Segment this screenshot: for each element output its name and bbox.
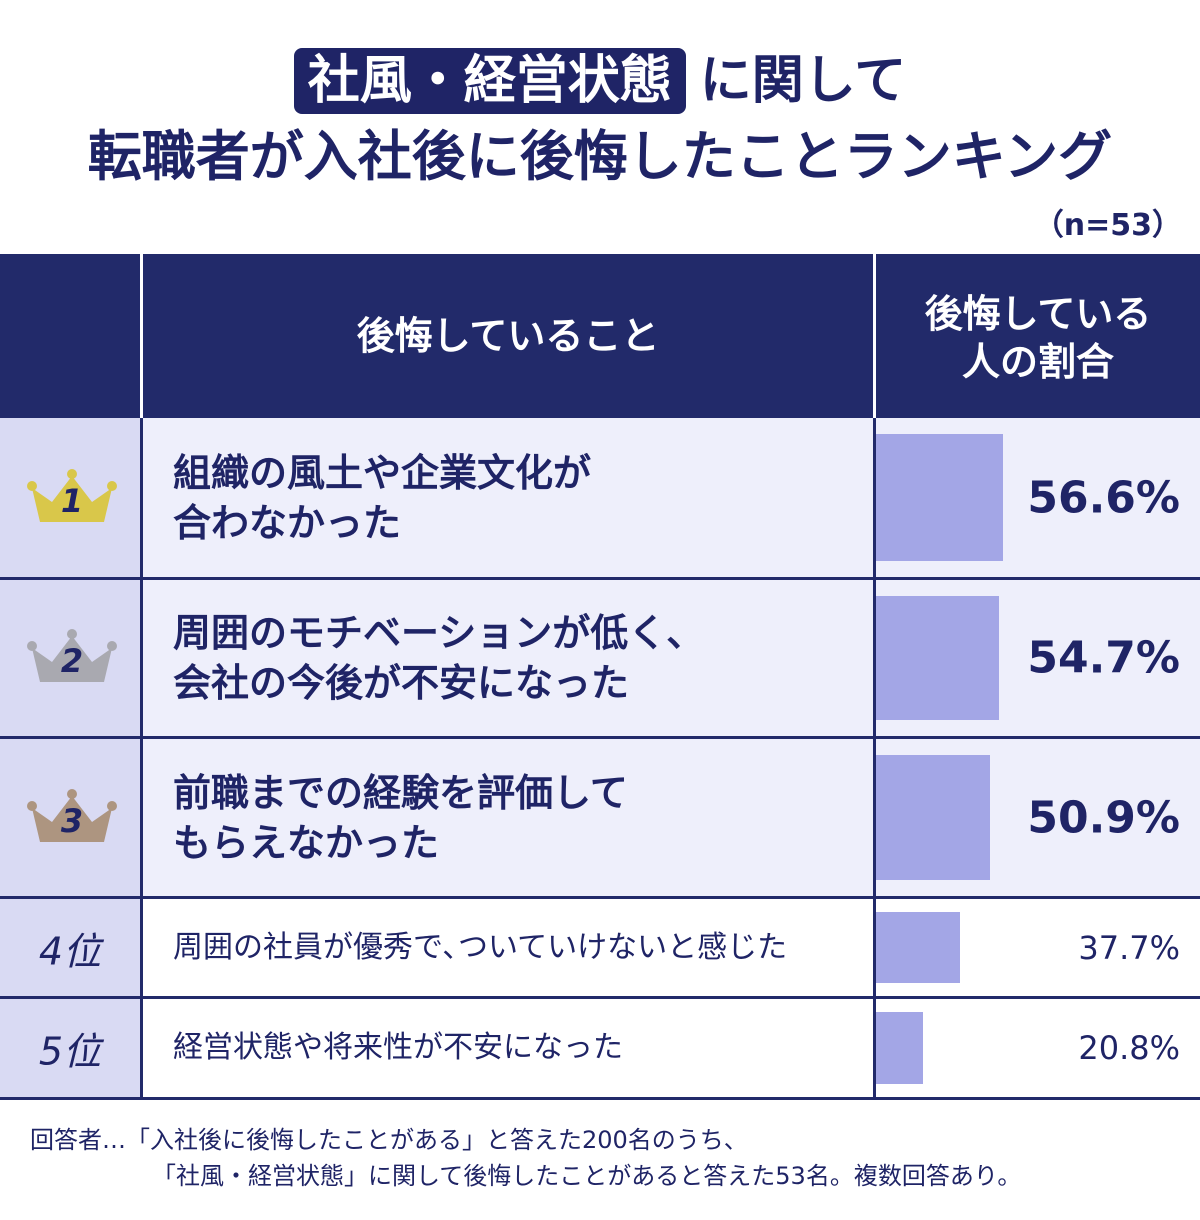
header-divider xyxy=(873,254,876,418)
item-text: 周囲のモチベーションが低く、 会社の今後が不安になった xyxy=(173,608,863,708)
table-row: 5位 経営状態や将来性が不安になった 20.8% xyxy=(0,999,1200,1097)
value-label: 37.7% xyxy=(1078,928,1180,967)
column-divider xyxy=(140,999,143,1097)
column-divider xyxy=(873,999,876,1097)
table-row: 2 周囲のモチベーションが低く、 会社の今後が不安になった 54.7% xyxy=(0,580,1200,736)
value-label: 56.6% xyxy=(1027,472,1180,523)
item-text: 組織の風土や企業文化が 合わなかった xyxy=(173,448,863,548)
value-cell: 54.7% xyxy=(876,580,1200,736)
sample-size: （n=53） xyxy=(1033,208,1182,243)
rank-number: 1 xyxy=(60,481,84,520)
header-rate-line2: 人の割合 xyxy=(961,340,1114,384)
row-divider xyxy=(0,577,1200,580)
item-text-line1: 周囲のモチベーションが低く、 xyxy=(173,611,705,655)
title-line2: 転職者が入社後に後悔したことランキング xyxy=(87,125,1113,188)
row-divider xyxy=(0,736,1200,739)
item-cell: 組織の風土や企業文化が 合わなかった xyxy=(143,418,873,577)
column-divider xyxy=(873,418,876,577)
column-divider xyxy=(140,739,143,896)
rank-cell: 5位 xyxy=(0,999,140,1097)
rank-label: 4位 xyxy=(38,929,102,973)
crown-gold-icon: 1 xyxy=(26,466,118,530)
rank-number: 3 xyxy=(60,801,84,840)
column-divider xyxy=(140,418,143,577)
bar-rank-3 xyxy=(876,755,990,880)
bar-rank-2 xyxy=(876,596,999,720)
title-line1-rest: に関して xyxy=(699,51,907,111)
rank-number: 2 xyxy=(60,642,84,680)
item-cell: 経営状態や将来性が不安になった xyxy=(143,999,873,1097)
bar-rank-5 xyxy=(876,1012,923,1084)
column-divider xyxy=(873,580,876,736)
table-bottom-border xyxy=(0,1097,1200,1100)
rank-cell: 1 xyxy=(0,418,140,577)
bar-rank-1 xyxy=(876,434,1003,561)
table-row: 3 前職までの経験を評価して もらえなかった 50.9% xyxy=(0,739,1200,896)
item-cell: 周囲の社員が優秀で､ついていけないと感じた xyxy=(143,899,873,996)
rank-cell: 3 xyxy=(0,739,140,896)
rank-cell: 2 xyxy=(0,580,140,736)
table-row: 1 組織の風土や企業文化が 合わなかった 56.6% xyxy=(0,418,1200,577)
item-cell: 前職までの経験を評価して もらえなかった xyxy=(143,739,873,896)
value-cell: 56.6% xyxy=(876,418,1200,577)
column-divider xyxy=(873,899,876,996)
header-divider xyxy=(140,254,143,418)
crown-silver-icon: 2 xyxy=(26,626,118,690)
row-divider xyxy=(0,996,1200,999)
ranking-table: 後悔していること 後悔している 人の割合 1 組織の風土や企業文化が 合わなかっ… xyxy=(0,254,1200,1100)
header-rate: 後悔している 人の割合 xyxy=(876,290,1200,386)
crown-bronze-icon: 3 xyxy=(26,786,118,850)
footnote-line2: 「社風・経営状態」に関して後悔したことがあると答えた53名。複数回答あり。 xyxy=(152,1162,1022,1190)
item-text-line2: 合わなかった xyxy=(173,500,402,545)
row-divider xyxy=(0,896,1200,899)
item-text-line2: もらえなかった xyxy=(173,820,440,865)
title-line1: 社風・経営状態 に関して xyxy=(0,44,1200,118)
item-text: 経営状態や将来性が不安になった xyxy=(173,1030,623,1065)
item-text-line2: 会社の今後が不安になった xyxy=(173,661,630,705)
value-label: 50.9% xyxy=(1027,792,1180,843)
column-divider xyxy=(140,580,143,736)
item-text-line1: 前職までの経験を評価して xyxy=(173,770,628,815)
value-label: 20.8% xyxy=(1078,1029,1180,1067)
item-cell: 周囲のモチベーションが低く、 会社の今後が不安になった xyxy=(143,580,873,736)
table-header: 後悔していること 後悔している 人の割合 xyxy=(0,254,1200,418)
header-rate-line1: 後悔している xyxy=(924,292,1152,336)
value-cell: 20.8% xyxy=(876,999,1200,1097)
footnote: 回答者…「入社後に後悔したことがある」と答えた200名のうち、 「社風・経営状態… xyxy=(30,1122,1021,1194)
header-item: 後悔していること xyxy=(356,314,660,358)
column-divider xyxy=(140,899,143,996)
title-highlight: 社風・経営状態 xyxy=(293,48,686,114)
item-text-line1: 組織の風土や企業文化が xyxy=(173,450,592,495)
bar-rank-4 xyxy=(876,912,960,983)
rank-label: 5位 xyxy=(38,1029,102,1074)
item-text: 周囲の社員が優秀で､ついていけないと感じた xyxy=(173,929,788,965)
footnote-line1: 回答者…「入社後に後悔したことがある」と答えた200名のうち、 xyxy=(30,1126,748,1154)
column-divider xyxy=(873,739,876,896)
value-cell: 50.9% xyxy=(876,739,1200,896)
item-text: 前職までの経験を評価して もらえなかった xyxy=(173,768,863,868)
value-label: 54.7% xyxy=(1027,632,1180,684)
rank-cell: 4位 xyxy=(0,899,140,996)
table-row: 4位 周囲の社員が優秀で､ついていけないと感じた 37.7% xyxy=(0,899,1200,996)
value-cell: 37.7% xyxy=(876,899,1200,996)
